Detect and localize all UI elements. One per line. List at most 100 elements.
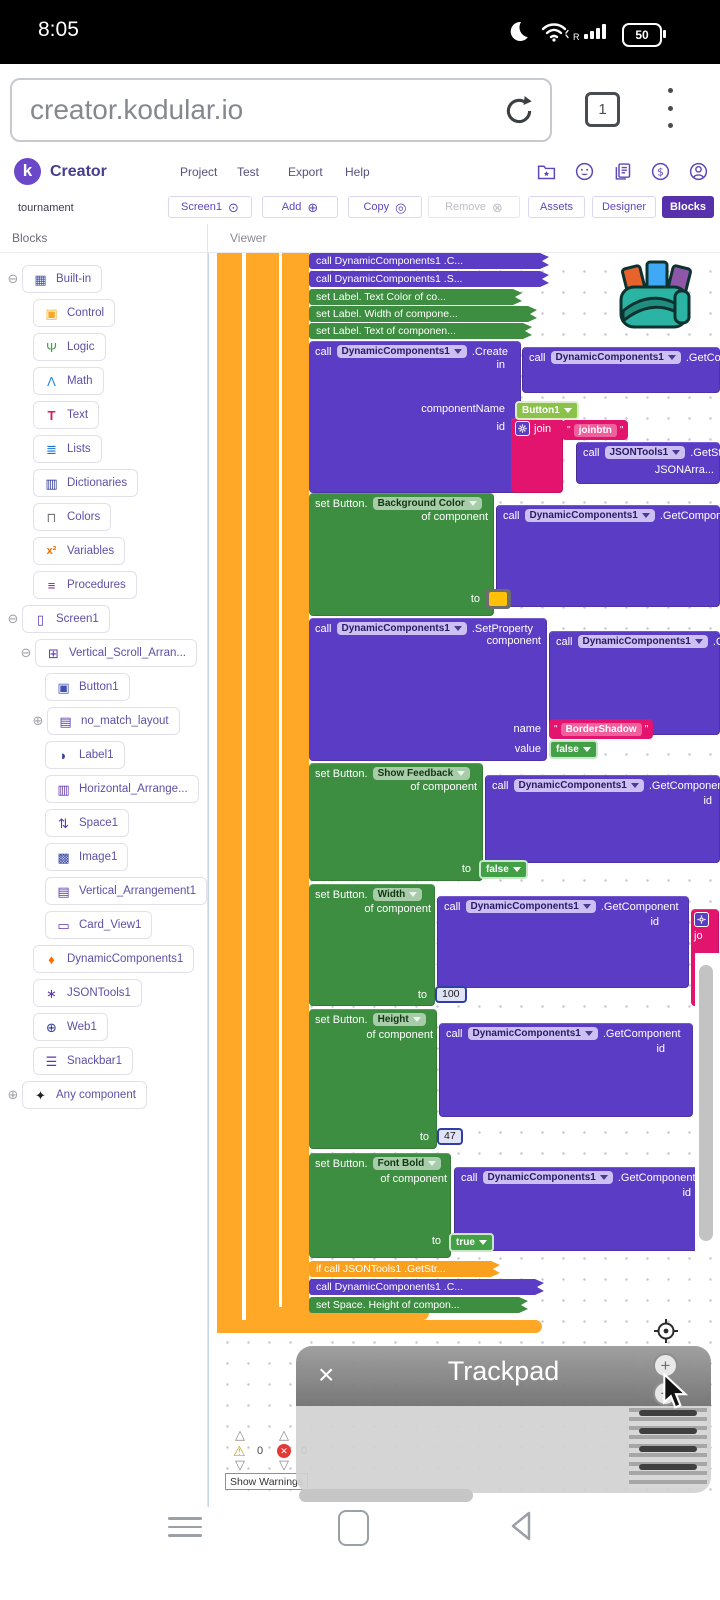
- block-getcomponent-nested[interactable]: call DynamicComponents1 .GetComponent id: [439, 1023, 693, 1117]
- block-text-string[interactable]: " BorderShadow ": [549, 719, 654, 739]
- block-text-string[interactable]: " joinbtn ": [562, 420, 629, 440]
- block-set-show-feedback[interactable]: set Button. Show Feedback of component t…: [309, 763, 483, 881]
- library-pages-icon[interactable]: [612, 161, 633, 182]
- sidebar-item-lists[interactable]: ≣ Lists: [33, 434, 207, 464]
- color-block[interactable]: [485, 589, 511, 609]
- sidebar-item-procedures[interactable]: ≡ Procedures: [33, 570, 207, 600]
- warning-up-arrow-icon[interactable]: △: [235, 1427, 245, 1442]
- menu-export[interactable]: Export: [288, 165, 323, 179]
- account-icon[interactable]: [688, 161, 709, 182]
- backpack-icon[interactable]: [613, 259, 701, 338]
- property-dropdown[interactable]: Show Feedback: [372, 767, 471, 780]
- add-screen-button[interactable]: Add ⊕: [262, 196, 338, 218]
- collapse-icon[interactable]: ⊖: [20, 645, 32, 660]
- component-pill-button1[interactable]: Button1: [515, 401, 579, 420]
- error-up-arrow-icon[interactable]: △: [279, 1427, 289, 1442]
- component-dropdown[interactable]: DynamicComponents1: [482, 1171, 613, 1184]
- reload-icon[interactable]: [502, 94, 536, 133]
- blockly-workspace[interactable]: call DynamicComponents1 .C... call Dynam…: [208, 253, 720, 1507]
- sidebar-item-space1[interactable]: ⇅ Space1: [45, 808, 207, 838]
- sidebar-item-built-in[interactable]: ⊖ ▦ Built-in: [4, 264, 207, 294]
- sidebar-item-button1[interactable]: ▣ Button1: [45, 672, 207, 702]
- block-getcomponent-nested[interactable]: call DynamicComponents1 .GetComponent id: [454, 1167, 715, 1251]
- block-join[interactable]: join: [511, 418, 563, 493]
- block-getcomponent-nested[interactable]: call DynamicComponents1 .G: [549, 631, 720, 735]
- sidebar-item-dictionaries[interactable]: ▥ Dictionaries: [33, 468, 207, 498]
- vertical-scrollbar-thumb[interactable]: [699, 965, 713, 1241]
- collapse-icon[interactable]: ⊖: [7, 271, 19, 286]
- remove-screen-button[interactable]: Remove ⊗: [428, 196, 520, 218]
- sidebar-item-math[interactable]: Λ Math: [33, 366, 207, 396]
- block-getcomponent-nested[interactable]: call DynamicComponents1 .GetComponent id: [485, 775, 720, 863]
- collapsed-block[interactable]: call DynamicComponents1 .S...: [309, 271, 549, 287]
- url-bar[interactable]: creator.kodular.io: [10, 78, 552, 142]
- menu-help[interactable]: Help: [345, 165, 370, 179]
- loop-block-frame[interactable]: [217, 253, 242, 1333]
- loop-block-frame[interactable]: [246, 253, 279, 1320]
- tab-blocks[interactable]: Blocks: [662, 196, 714, 218]
- block-setproperty[interactable]: call DynamicComponents1 .SetProperty com…: [309, 618, 547, 761]
- screen-selector-button[interactable]: Screen1 ⊙: [168, 196, 252, 218]
- sidebar-item-card-view1[interactable]: ▭ Card_View1: [45, 910, 207, 940]
- nav-home-icon[interactable]: [338, 1510, 369, 1546]
- close-icon[interactable]: ×: [318, 1359, 335, 1390]
- loop-block-bottom[interactable]: [217, 1320, 542, 1333]
- block-getcomponent-nested[interactable]: call DynamicComponents1 .GetCo: [522, 347, 720, 393]
- block-number-47[interactable]: 47: [437, 1128, 463, 1145]
- sidebar-item-jsontools1[interactable]: ∗ JSONTools1: [33, 978, 207, 1008]
- project-folder-icon[interactable]: [536, 161, 557, 182]
- horizontal-scrollbar-thumb[interactable]: [299, 1489, 473, 1502]
- block-create[interactable]: call DynamicComponents1 .Create in compo…: [309, 341, 521, 493]
- block-set-background-color[interactable]: set Button. Background Color of componen…: [309, 493, 494, 616]
- property-dropdown[interactable]: Height: [372, 1013, 426, 1026]
- error-down-arrow-icon[interactable]: ▽: [279, 1457, 289, 1472]
- collapsed-block[interactable]: set Label. Text Color of co...: [309, 289, 522, 305]
- expand-icon[interactable]: ⊕: [32, 713, 44, 728]
- sidebar-item-colors[interactable]: ⊓ Colors: [33, 502, 207, 532]
- property-dropdown[interactable]: Font Bold: [372, 1157, 442, 1170]
- block-jsontools-getstr[interactable]: call JSONTools1 .GetStr JSONArra...: [576, 442, 720, 484]
- monetization-icon[interactable]: $: [650, 161, 671, 182]
- block-number-100[interactable]: 100: [435, 986, 467, 1003]
- collapsed-block[interactable]: call DynamicComponents1 .C...: [309, 1279, 544, 1295]
- block-set-height[interactable]: set Button. Height of component to: [309, 1009, 437, 1149]
- mutator-gear-icon[interactable]: [694, 912, 709, 927]
- sidebar-item-variables[interactable]: x² Variables: [33, 536, 207, 566]
- expand-icon[interactable]: ⊕: [7, 1087, 19, 1102]
- tab-switcher[interactable]: 1: [585, 92, 620, 127]
- sidebar-item-vertical-scroll[interactable]: ⊖ ⊞ Vertical_Scroll_Arran...: [17, 638, 207, 668]
- component-dropdown[interactable]: DynamicComponents1: [336, 622, 467, 635]
- sidebar-item-horizontal-arrangement[interactable]: ▥ Horizontal_Arrange...: [45, 774, 207, 804]
- collapsed-block[interactable]: set Label. Text of componen...: [309, 323, 532, 339]
- trackpad-surface[interactable]: [296, 1406, 711, 1493]
- sidebar-item-logic[interactable]: Ψ Logic: [33, 332, 207, 362]
- component-dropdown[interactable]: DynamicComponents1: [467, 1027, 598, 1040]
- collapsed-block[interactable]: set Space. Height of compon...: [309, 1297, 528, 1313]
- sidebar-item-label1[interactable]: ◗ Label1: [45, 740, 207, 770]
- collapse-icon[interactable]: ⊖: [7, 611, 19, 626]
- browser-menu-icon[interactable]: [663, 88, 677, 128]
- block-logic-false[interactable]: false: [549, 740, 598, 759]
- nav-menu-icon[interactable]: [168, 1517, 202, 1543]
- copy-screen-button[interactable]: Copy ◎: [348, 196, 422, 218]
- sidebar-item-dynamic-components1[interactable]: ♦ DynamicComponents1: [33, 944, 207, 974]
- nav-back-icon[interactable]: [505, 1509, 537, 1548]
- sidebar-item-no-match-layout[interactable]: ⊕ ▤ no_match_layout: [29, 706, 207, 736]
- collapsed-block[interactable]: if call JSONTools1 .GetStr...: [309, 1261, 500, 1277]
- property-dropdown[interactable]: Width: [372, 888, 423, 901]
- tab-designer[interactable]: Designer: [592, 196, 656, 218]
- block-logic-true[interactable]: true: [449, 1233, 494, 1252]
- sidebar-item-web1[interactable]: ⊕ Web1: [33, 1012, 207, 1042]
- show-warnings-button[interactable]: Show Warnings: [225, 1473, 309, 1490]
- sidebar-item-control[interactable]: ▣ Control: [33, 298, 207, 328]
- mutator-gear-icon[interactable]: [515, 421, 530, 436]
- loop-block-frame[interactable]: [282, 253, 309, 1307]
- component-dropdown[interactable]: DynamicComponents1: [524, 509, 655, 522]
- block-set-font-bold[interactable]: set Button. Font Bold of component to: [309, 1153, 451, 1258]
- block-logic-false[interactable]: false: [479, 860, 528, 879]
- warning-down-arrow-icon[interactable]: ▽: [235, 1457, 245, 1472]
- url-text[interactable]: creator.kodular.io: [30, 94, 244, 125]
- block-getcomponent-nested[interactable]: call DynamicComponents1 .GetComponent id: [437, 896, 689, 988]
- trackpad-header[interactable]: × Trackpad: [296, 1346, 711, 1406]
- collapsed-block[interactable]: call DynamicComponents1 .C...: [309, 253, 549, 269]
